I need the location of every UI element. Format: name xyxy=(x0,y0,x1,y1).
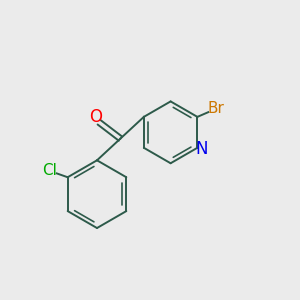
Text: Br: Br xyxy=(207,101,224,116)
Text: Cl: Cl xyxy=(42,163,57,178)
Text: N: N xyxy=(196,140,208,158)
Text: O: O xyxy=(89,108,102,126)
